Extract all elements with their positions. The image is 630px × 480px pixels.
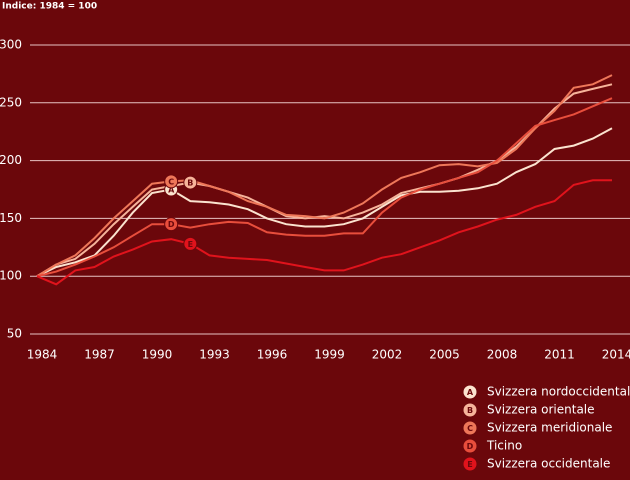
- series-line: [36, 127, 613, 278]
- series-marker-label: C: [168, 177, 174, 186]
- series-marker-label: B: [187, 179, 193, 188]
- legend-label: Svizzera meridionale: [487, 421, 612, 435]
- series-line: [36, 74, 613, 278]
- legend-label: Ticino: [486, 439, 522, 453]
- chart-subtitle: Indice: 1984 = 100: [2, 2, 97, 12]
- legend-marker-label: A: [467, 388, 474, 397]
- y-tick-label: 50: [7, 327, 22, 341]
- series-marker-label: A: [168, 186, 175, 195]
- y-tick-label: 200: [0, 153, 22, 167]
- y-tick-label: 100: [0, 269, 22, 283]
- series-marker: [164, 217, 179, 232]
- y-tick-label: 300: [0, 38, 22, 52]
- legend-marker-label: D: [467, 442, 474, 451]
- x-tick-label: 1990: [142, 348, 173, 362]
- legend-label: Svizzera orientale: [487, 403, 595, 417]
- legend-marker: [463, 439, 477, 453]
- series-marker: [183, 175, 198, 190]
- series-marker: [164, 174, 179, 189]
- series-line: [36, 83, 613, 278]
- series-line: [36, 97, 613, 278]
- x-tick-label: 2008: [487, 348, 518, 362]
- x-tick-label: 1984: [27, 348, 58, 362]
- legend-marker-label: E: [467, 460, 472, 469]
- series-marker-label: E: [188, 240, 193, 249]
- x-tick-label: 1993: [199, 348, 230, 362]
- series-marker: [183, 236, 198, 251]
- legend-marker: [463, 457, 477, 471]
- series-marker-label: D: [168, 220, 175, 229]
- x-tick-label: 2005: [429, 348, 460, 362]
- legend-marker-label: C: [467, 424, 473, 433]
- legend-marker: [463, 403, 477, 417]
- legend-marker: [463, 421, 477, 435]
- x-tick-label: 2014: [602, 348, 630, 362]
- y-tick-label: 150: [0, 211, 22, 225]
- x-tick-label: 1999: [314, 348, 345, 362]
- x-tick-label: 1996: [257, 348, 288, 362]
- x-tick-label: 2011: [544, 348, 575, 362]
- legend-marker-label: B: [467, 406, 473, 415]
- y-tick-label: 250: [0, 95, 22, 109]
- x-tick-label: 1987: [84, 348, 115, 362]
- x-tick-label: 2002: [372, 348, 403, 362]
- series-line: [36, 179, 612, 286]
- legend-marker: [463, 385, 477, 399]
- legend-label: Svizzera occidentale: [487, 457, 610, 471]
- legend-label: Svizzera nordoccidentale: [487, 385, 630, 399]
